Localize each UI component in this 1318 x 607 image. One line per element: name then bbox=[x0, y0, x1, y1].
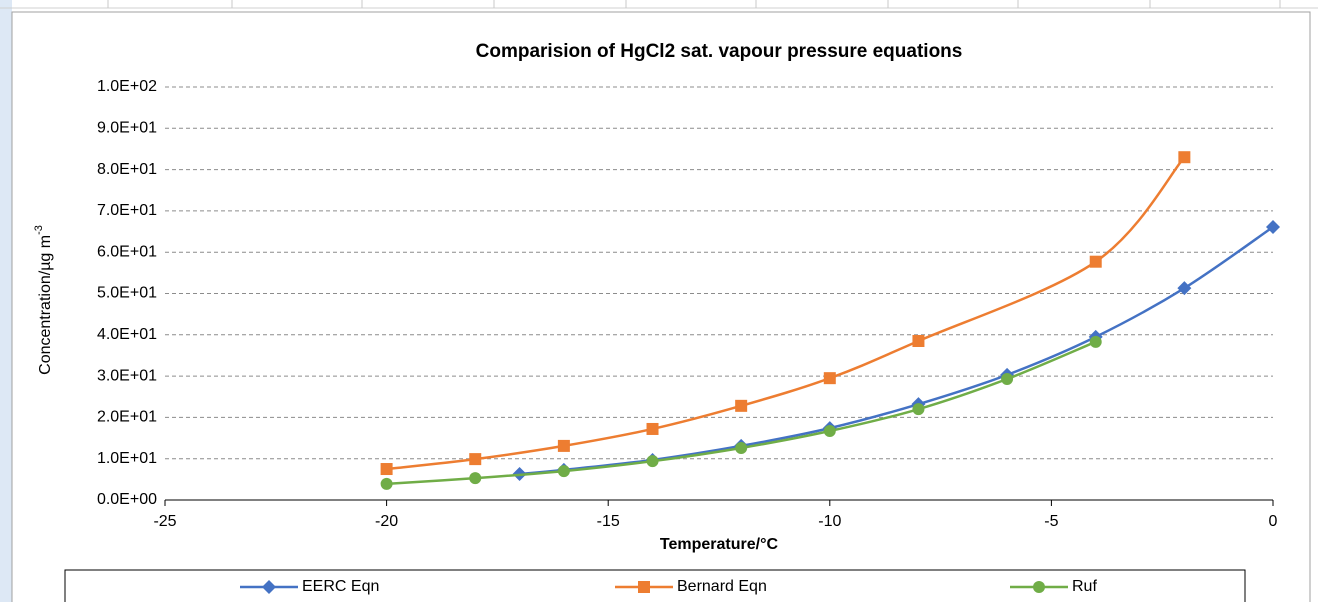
series-line bbox=[386, 156, 1186, 471]
sheet-edge bbox=[0, 0, 12, 602]
marker bbox=[735, 399, 748, 412]
marker bbox=[823, 372, 836, 385]
marker bbox=[1177, 281, 1192, 296]
marker bbox=[380, 477, 393, 490]
marker bbox=[557, 439, 570, 452]
y-tick-label: 1.0E+02 bbox=[97, 78, 157, 95]
y-tick-label: 2.0E+01 bbox=[97, 409, 157, 426]
x-axis-label: Temperature/°C bbox=[660, 536, 779, 553]
chart-frame bbox=[11, 11, 1311, 607]
legend-box bbox=[64, 569, 1246, 607]
sheet-columns bbox=[107, 0, 1281, 8]
marker bbox=[1178, 151, 1191, 164]
y-tick-label: 4.0E+01 bbox=[97, 326, 157, 343]
x-tick-label: -10 bbox=[818, 513, 841, 530]
legend-marker bbox=[1033, 581, 1045, 593]
marker bbox=[912, 334, 925, 347]
marker bbox=[1266, 220, 1280, 235]
y-axis-label-main: Concentration/µg m bbox=[37, 235, 54, 375]
legend-marker bbox=[262, 580, 276, 594]
x-tick-label: -15 bbox=[597, 513, 620, 530]
y-tick-label: 3.0E+01 bbox=[97, 367, 157, 384]
legend-label: EERC Eqn bbox=[302, 578, 379, 595]
marker bbox=[557, 465, 570, 478]
marker bbox=[1001, 372, 1014, 385]
y-tick-label: 5.0E+01 bbox=[97, 285, 157, 302]
marker bbox=[469, 472, 482, 485]
marker bbox=[735, 441, 748, 454]
y-axis-label: Concentration/µg m-3 bbox=[33, 225, 54, 375]
legend-label: Ruf bbox=[1072, 578, 1097, 595]
legend-marker bbox=[638, 581, 650, 593]
marker bbox=[646, 455, 659, 468]
y-axis-label-sup: -3 bbox=[33, 225, 45, 235]
legend-label: Bernard Eqn bbox=[677, 578, 767, 595]
x-tick-label: -5 bbox=[1044, 513, 1058, 530]
y-tick-label: 9.0E+01 bbox=[97, 120, 157, 137]
marker bbox=[912, 403, 925, 416]
marker bbox=[1089, 335, 1102, 348]
y-tick-label: 7.0E+01 bbox=[97, 202, 157, 219]
x-tick-label: -25 bbox=[153, 513, 176, 530]
marker bbox=[823, 425, 836, 438]
chart-title: Comparision of HgCl2 sat. vapour pressur… bbox=[476, 41, 963, 62]
y-tick-label: 8.0E+01 bbox=[97, 161, 157, 178]
marker bbox=[380, 463, 393, 476]
y-tick-label: 6.0E+01 bbox=[97, 243, 157, 260]
marker bbox=[646, 422, 659, 435]
marker bbox=[1089, 255, 1102, 268]
x-tick-label: -20 bbox=[375, 513, 398, 530]
y-tick-label: 1.0E+01 bbox=[97, 450, 157, 467]
x-tick-label: 0 bbox=[1269, 513, 1278, 530]
marker bbox=[469, 453, 482, 466]
y-tick-label: 0.0E+00 bbox=[97, 491, 157, 508]
